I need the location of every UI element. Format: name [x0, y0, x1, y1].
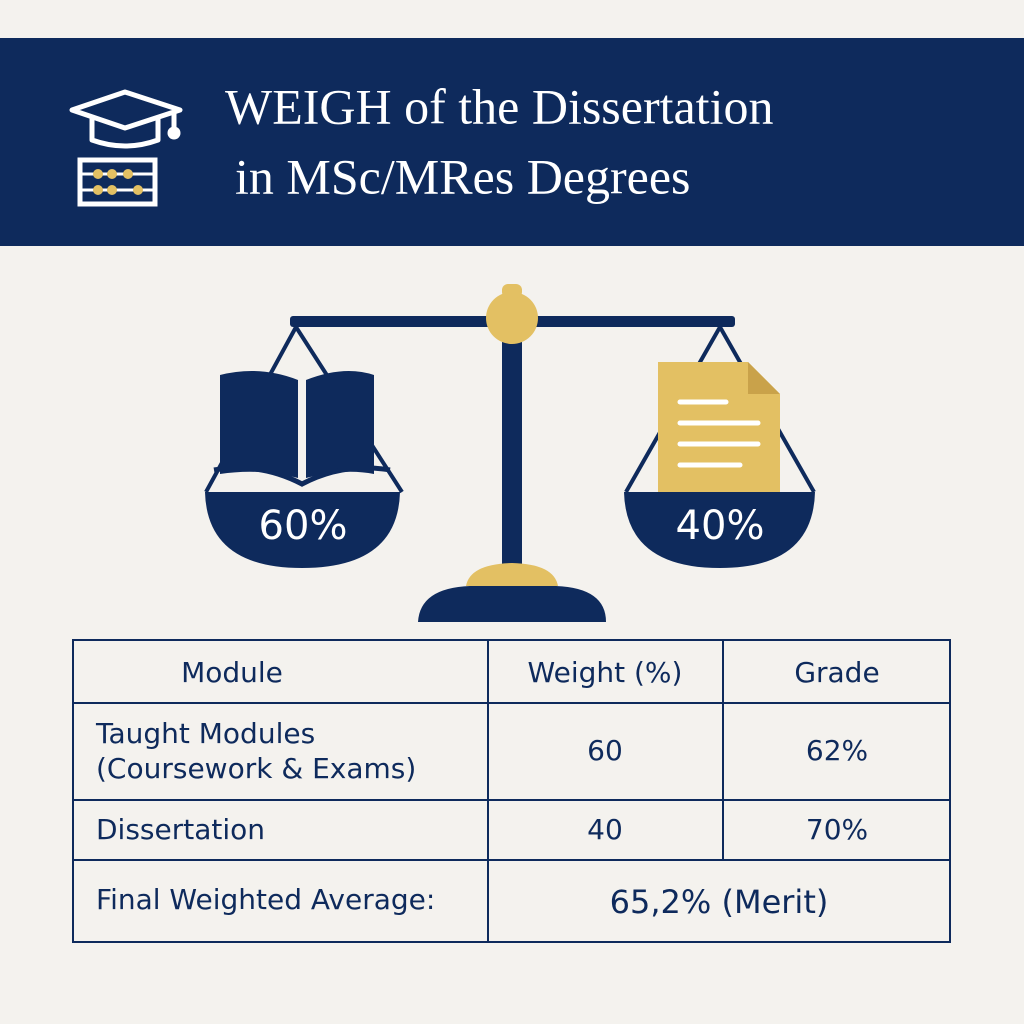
- table-cell: Dissertation: [96, 813, 265, 846]
- table-cell: Taught Modules: [95, 717, 315, 750]
- title-line: in MSc/MRes Degrees: [235, 148, 691, 204]
- table-cell: 60: [587, 734, 623, 767]
- table-grid: [72, 639, 951, 943]
- final-label: Final Weighted Average:: [96, 883, 435, 916]
- graduation-cap-icon: [69, 89, 183, 149]
- pan-label: 40%: [676, 503, 765, 549]
- header-band: [0, 38, 1024, 246]
- table-header: Module: [181, 656, 283, 689]
- final-value: 65,2% (Merit): [610, 883, 829, 921]
- balance-scale: [204, 284, 816, 622]
- title-line: WEIGH of the Dissertation: [225, 78, 773, 134]
- table-cell: 70%: [806, 813, 868, 846]
- table-header: Grade: [794, 656, 879, 689]
- table-cell: 62%: [806, 734, 868, 767]
- pan-label: 60%: [259, 503, 348, 549]
- table-cell: 40: [587, 813, 623, 846]
- table-cell: (Coursework & Exams): [96, 752, 416, 785]
- table-header: Weight (%): [528, 656, 683, 689]
- abacus-icon: [77, 157, 158, 207]
